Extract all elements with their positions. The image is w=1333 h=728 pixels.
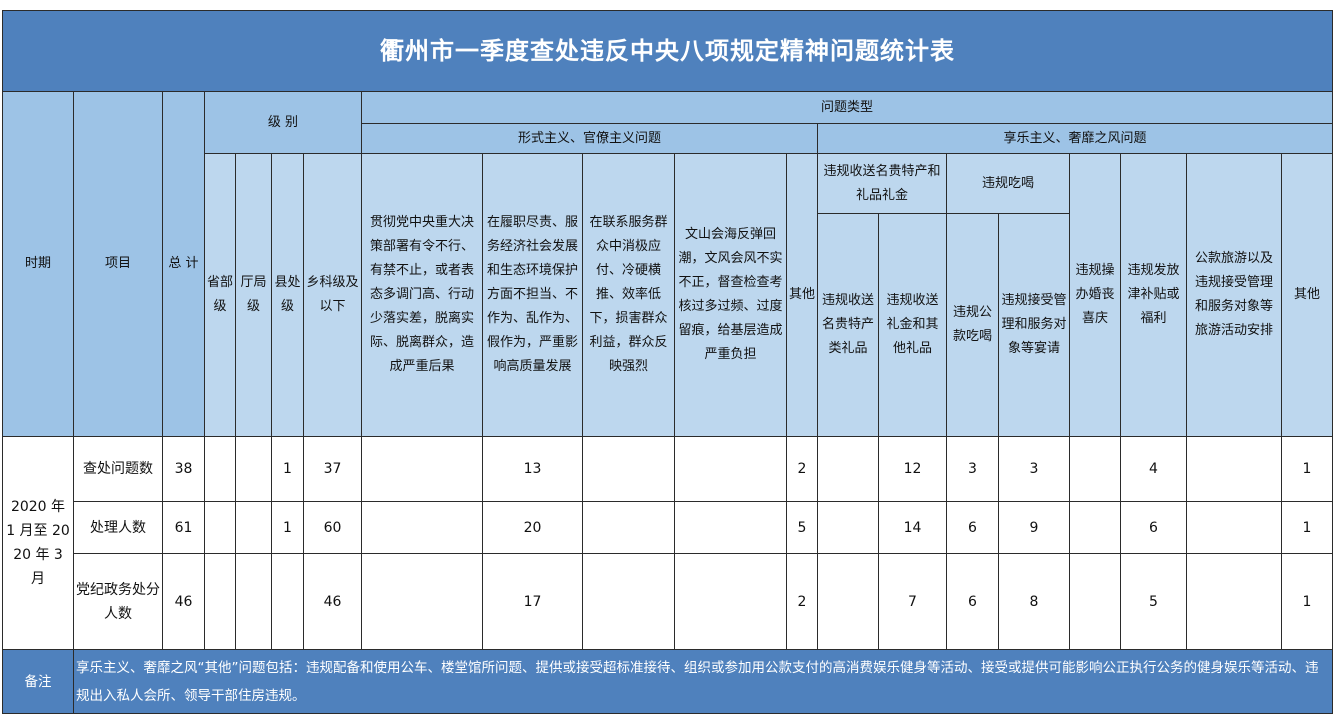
value-cell (361, 553, 483, 650)
value-cell (361, 436, 483, 502)
value-cell (204, 436, 236, 502)
header-dining-col: 违规接受管理和服务对象等宴请 (998, 213, 1070, 437)
header-level-department: 厅局级 (235, 153, 272, 437)
value-cell (1069, 501, 1121, 554)
header-formalism-col: 在联系服务群众中消极应付、冷硬横推、效率低下，损害群众利益，群众反映强烈 (582, 153, 675, 437)
header-gift-col: 违规收送名贵特产类礼品 (817, 213, 879, 437)
header-hedonism-col: 违规操办婚丧喜庆 (1069, 153, 1121, 437)
value-cell: 3 (998, 436, 1070, 502)
header-dining-group: 违规吃喝 (946, 153, 1070, 214)
header-level-county: 县处级 (271, 153, 304, 437)
header-total: 总 计 (162, 91, 205, 437)
value-cell: 9 (998, 501, 1070, 554)
statistics-table: 衢州市一季度查处违反中央八项规定精神问题统计表 时期 项目 总 计 级 别 问题… (2, 10, 1333, 714)
header-formalism-col: 贯彻党中央重大决策部署有令不行、有禁不止，或者表态多调门高、行动少落实差，脱离实… (361, 153, 483, 437)
header-formalism-other: 其他 (786, 153, 818, 437)
value-cell: 60 (303, 501, 362, 554)
value-cell (582, 501, 675, 554)
footer-note: 享乐主义、奢靡之风“其他”问题包括：违规配备和使用公车、楼堂馆所问题、提供或接受… (73, 649, 1333, 714)
header-dining-col: 违规公款吃喝 (946, 213, 999, 437)
value-cell (674, 553, 787, 650)
value-cell: 46 (162, 553, 205, 650)
header-level-township: 乡科级及以下 (303, 153, 362, 437)
value-cell (674, 501, 787, 554)
value-cell: 1 (1281, 553, 1333, 650)
header-formalism: 形式主义、官僚主义问题 (361, 123, 818, 154)
value-cell (817, 501, 879, 554)
value-cell: 12 (878, 436, 947, 502)
value-cell (204, 553, 236, 650)
header-hedonism-col: 违规发放津补贴或福利 (1120, 153, 1187, 437)
value-cell (1186, 501, 1282, 554)
value-cell (582, 436, 675, 502)
header-level: 级 别 (204, 91, 362, 154)
header-item: 项目 (73, 91, 163, 437)
header-period: 时期 (2, 91, 74, 437)
header-level-provincial: 省部级 (204, 153, 236, 437)
value-cell (1186, 553, 1282, 650)
table-title: 衢州市一季度查处违反中央八项规定精神问题统计表 (2, 10, 1333, 92)
value-cell: 1 (1281, 436, 1333, 502)
value-cell (1069, 436, 1121, 502)
value-cell: 6 (946, 501, 999, 554)
value-cell (582, 553, 675, 650)
value-cell: 4 (1120, 436, 1187, 502)
value-cell: 5 (786, 501, 818, 554)
value-cell: 7 (878, 553, 947, 650)
value-cell: 3 (946, 436, 999, 502)
value-cell: 14 (878, 501, 947, 554)
header-formalism-col: 在履职尽责、服务经济社会发展和生态环境保护方面不担当、不作为、乱作为、假作为，严… (482, 153, 583, 437)
value-cell (204, 501, 236, 554)
value-cell: 6 (946, 553, 999, 650)
item-cell: 处理人数 (73, 501, 163, 554)
item-cell: 党纪政务处分人数 (73, 553, 163, 650)
table-row: 2020 年 1 月至 2020 年 3 月查处问题数 38 1 37 13 2 12 3 3 4… (2, 436, 1333, 650)
value-cell (674, 436, 787, 502)
period-cell: 2020 年 1 月至 2020 年 3 月 (2, 436, 74, 650)
statistics-table-container: 衢州市一季度查处违反中央八项规定精神问题统计表 时期 项目 总 计 级 别 问题… (2, 10, 1333, 714)
value-cell: 1 (271, 501, 304, 554)
value-cell (235, 501, 272, 554)
value-cell (817, 553, 879, 650)
value-cell: 61 (162, 501, 205, 554)
value-cell: 1 (1281, 501, 1333, 554)
value-cell: 1 (271, 436, 304, 502)
header-hedonism: 享乐主义、奢靡之风问题 (817, 123, 1333, 154)
value-cell (235, 436, 272, 502)
value-cell (361, 501, 483, 554)
value-cell: 2 (786, 436, 818, 502)
value-cell (1186, 436, 1282, 502)
value-cell (1069, 553, 1121, 650)
value-cell: 37 (303, 436, 362, 502)
value-cell: 6 (1120, 501, 1187, 554)
header-hedonism-col: 公款旅游以及违规接受管理和服务对象等旅游活动安排 (1186, 153, 1282, 437)
value-cell (817, 436, 879, 502)
table-row: 党纪政务处分人数 46 46 17 2 7 6 8 5 1 (3, 553, 1333, 650)
value-cell: 5 (1120, 553, 1187, 650)
footer-label: 备注 (2, 649, 74, 714)
header-formalism-col: 文山会海反弹回潮，文风会风不实不正，督查检查考核过多过频、过度留痕，给基层造成严… (674, 153, 787, 437)
item-cell: 查处问题数 (73, 436, 163, 502)
value-cell (235, 553, 272, 650)
table-row: 处理人数 61 1 60 20 5 14 6 9 6 1 (3, 501, 1333, 554)
value-cell (271, 553, 304, 650)
value-cell: 38 (162, 436, 205, 502)
value-cell: 8 (998, 553, 1070, 650)
header-gift-group: 违规收送名贵特产和礼品礼金 (817, 153, 947, 214)
value-cell: 13 (482, 436, 583, 502)
header-hedonism-other: 其他 (1281, 153, 1333, 437)
header-problem-type: 问题类型 (361, 91, 1333, 124)
header-gift-col: 违规收送礼金和其他礼品 (878, 213, 947, 437)
value-cell: 20 (482, 501, 583, 554)
value-cell: 17 (482, 553, 583, 650)
value-cell: 46 (303, 553, 362, 650)
value-cell: 2 (786, 553, 818, 650)
